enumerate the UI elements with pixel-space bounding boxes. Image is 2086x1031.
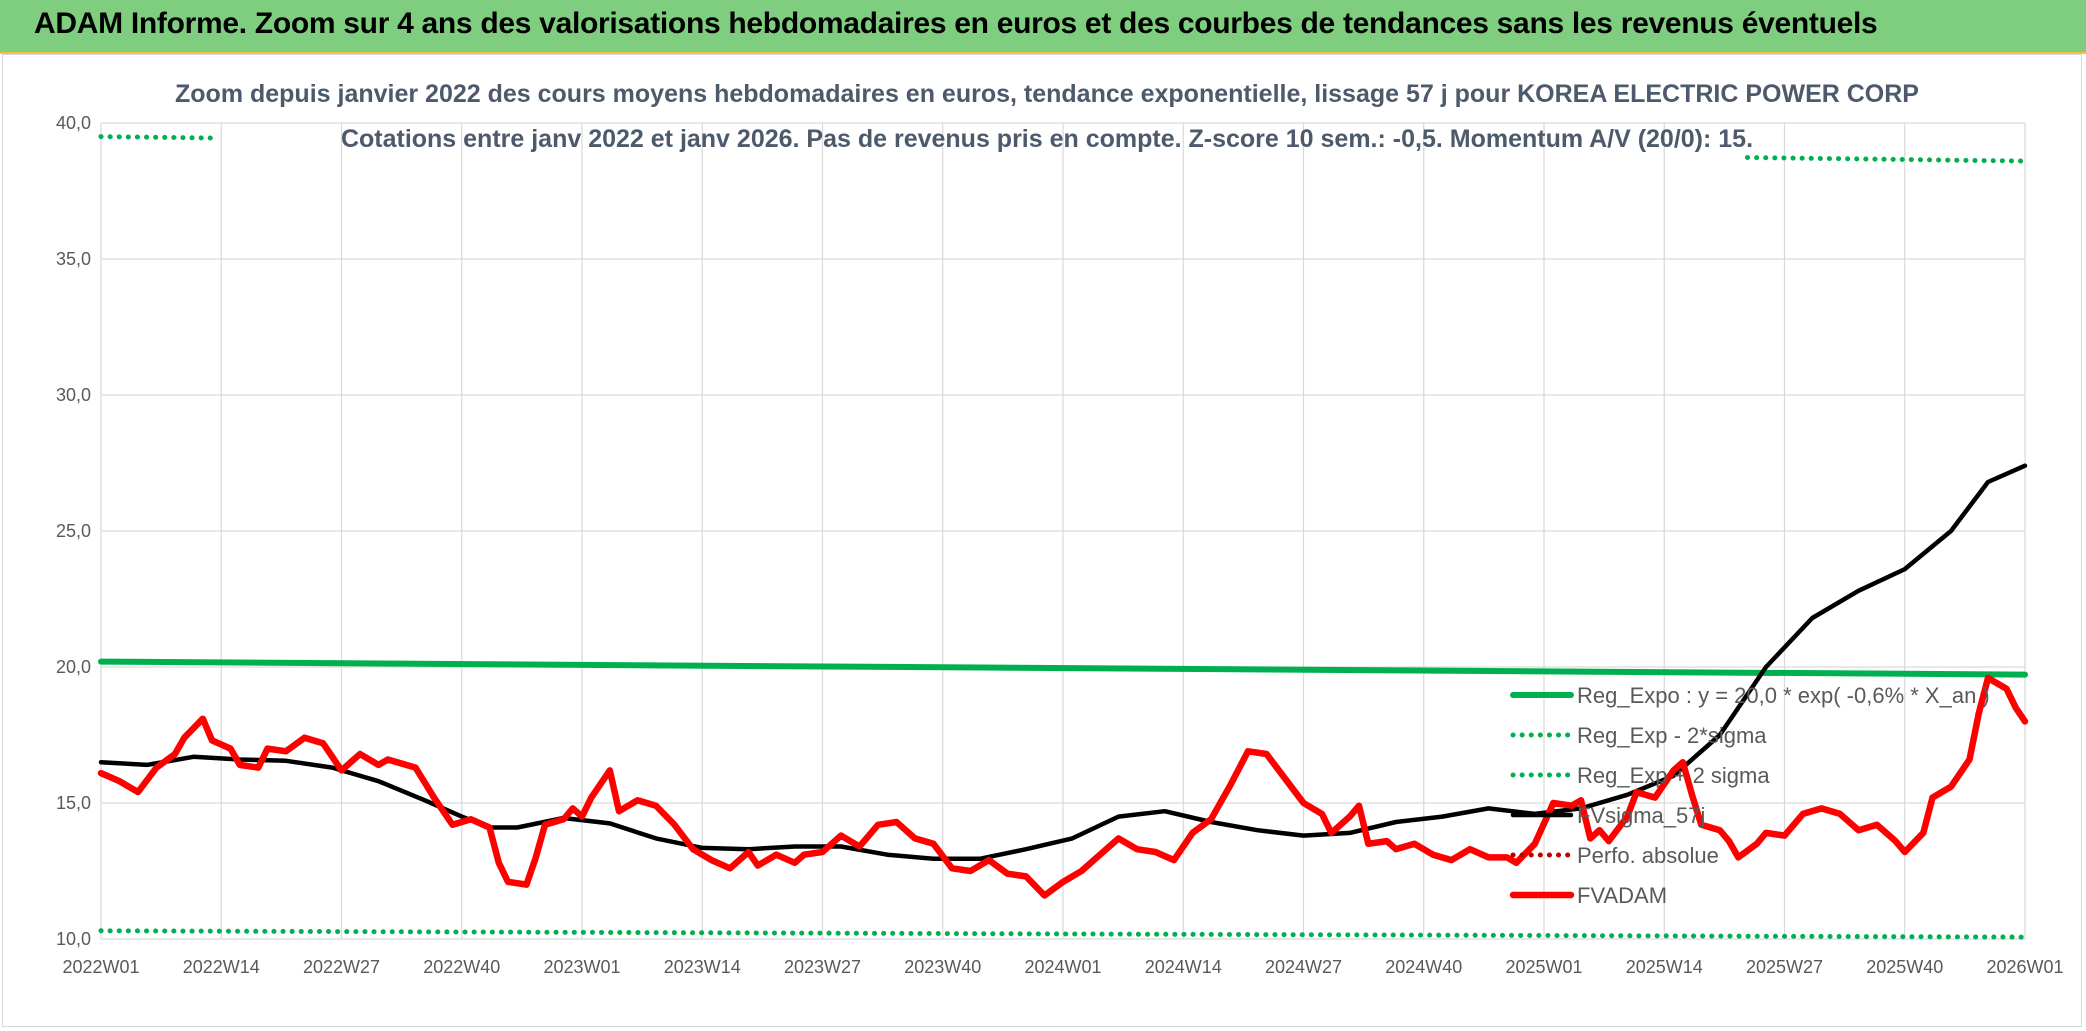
series-line-reg-exp-plus-2sigma: [98, 134, 215, 141]
y-tick-label: 35,0: [56, 249, 91, 269]
y-tick-label: 40,0: [56, 113, 91, 133]
legend-label-reg-exp-plus-2sigma: Reg_Exp + 2 sigma: [1577, 763, 1770, 788]
x-tick-label: 2024W01: [1024, 957, 1101, 977]
x-tick-label: 2023W14: [664, 957, 741, 977]
x-tick-label: 2022W14: [183, 957, 260, 977]
series-line-reg-exp-plus-2sigma: [1745, 155, 2028, 164]
series-line-fvadam: [97, 674, 2029, 899]
banner-title: ADAM Informe. Zoom sur 4 ans des valoris…: [34, 7, 1878, 40]
x-tick-label: 2022W40: [423, 957, 500, 977]
x-tick-label: 2023W40: [904, 957, 981, 977]
x-tick-label: 2024W27: [1265, 957, 1342, 977]
legend-label-fvadam: FVADAM: [1577, 883, 1667, 908]
y-tick-label: 30,0: [56, 385, 91, 405]
x-tick-label: 2022W27: [303, 957, 380, 977]
legend-label-reg-expo: Reg_Expo : y = 20,0 * exp( -0,6% * X_an …: [1577, 683, 1990, 708]
series-line-reg-exp-minus-2sigma: [98, 928, 2028, 940]
chart-legend: Reg_Expo : y = 20,0 * exp( -0,6% * X_an …: [1509, 683, 1990, 908]
y-tick-label: 15,0: [56, 793, 91, 813]
x-tick-label: 2022W01: [62, 957, 139, 977]
y-tick-label: 20,0: [56, 657, 91, 677]
chart-frame: Zoom depuis janvier 2022 des cours moyen…: [2, 54, 2082, 1027]
report-banner: ADAM Informe. Zoom sur 4 ans des valoris…: [0, 0, 2086, 54]
x-tick-label: 2026W01: [1986, 957, 2063, 977]
legend-label-fvsigma-57j: FVsigma_57j: [1577, 803, 1705, 828]
legend-label-reg-exp-minus-2sigma: Reg_Exp - 2*sigma: [1577, 723, 1767, 748]
y-tick-label: 10,0: [56, 929, 91, 949]
series-line-fvsigma-57j: [98, 463, 2028, 862]
chart-grid: [100, 122, 2026, 940]
x-tick-label: 2024W40: [1385, 957, 1462, 977]
chart-title: Zoom depuis janvier 2022 des cours moyen…: [175, 80, 1919, 108]
x-tick-label: 2025W27: [1746, 957, 1823, 977]
x-tick-label: 2025W01: [1505, 957, 1582, 977]
chart-series: [97, 134, 2029, 940]
chart-subtitle: Cotations entre janv 2022 et janv 2026. …: [341, 125, 1753, 153]
y-axis-ticks: 10,0 15,0 20,0 25,0 30,0 35,0 40,0: [56, 113, 91, 949]
y-tick-label: 25,0: [56, 521, 91, 541]
x-tick-label: 2025W40: [1866, 957, 1943, 977]
x-tick-label: 2024W14: [1145, 957, 1222, 977]
x-tick-label: 2023W01: [543, 957, 620, 977]
line-chart: Zoom depuis janvier 2022 des cours moyen…: [56, 80, 2064, 977]
legend-label-perfo-absolue: Perfo. absolue: [1577, 843, 1719, 868]
x-tick-label: 2025W14: [1626, 957, 1703, 977]
x-tick-label: 2023W27: [784, 957, 861, 977]
x-axis-ticks: 2022W01 2022W14 2022W27 2022W40 2023W01 2023W…: [62, 957, 2063, 977]
series-line-reg-expo: [98, 658, 2028, 678]
